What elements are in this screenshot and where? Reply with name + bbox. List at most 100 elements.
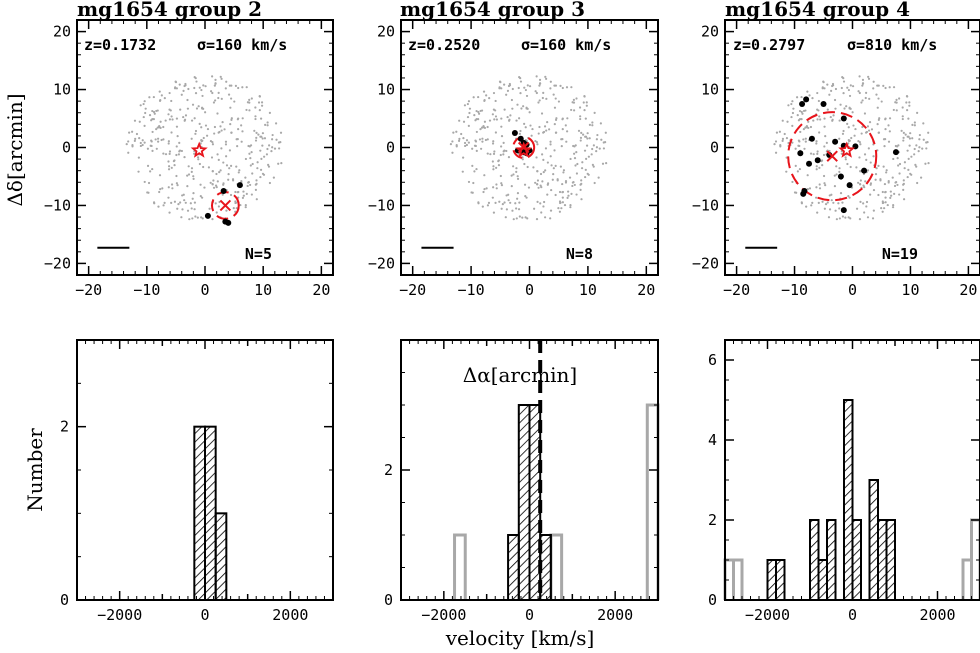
field-galaxy-point — [910, 173, 913, 176]
field-galaxy-point — [214, 202, 217, 205]
field-galaxy-point — [200, 216, 203, 219]
field-galaxy-point — [219, 75, 222, 78]
field-galaxy-point — [250, 193, 253, 196]
field-galaxy-point — [143, 180, 146, 184]
field-galaxy-point — [583, 95, 586, 98]
field-galaxy-point — [256, 161, 259, 164]
field-galaxy-point — [535, 217, 539, 221]
field-galaxy-point — [806, 90, 809, 93]
field-galaxy-point — [178, 149, 182, 152]
field-galaxy-point — [150, 144, 153, 148]
field-galaxy-point — [535, 156, 538, 159]
field-galaxy-point — [580, 182, 583, 185]
field-galaxy-point — [161, 187, 164, 190]
field-galaxy-point — [193, 76, 196, 79]
field-galaxy-point — [810, 204, 813, 207]
field-galaxy-point — [523, 86, 526, 89]
field-galaxy-point — [586, 137, 589, 140]
field-galaxy-point — [901, 106, 904, 109]
field-galaxy-point — [815, 140, 818, 143]
group-radius-circle — [512, 135, 536, 160]
field-galaxy-point — [240, 124, 243, 127]
field-galaxy-point — [869, 182, 873, 185]
field-galaxy-point — [192, 175, 195, 178]
field-galaxy-point — [204, 85, 207, 88]
field-galaxy-point — [542, 158, 545, 161]
field-galaxy-point — [525, 94, 529, 98]
field-galaxy-point — [240, 140, 243, 143]
field-galaxy-point — [255, 182, 258, 185]
member-galaxy-point — [220, 187, 227, 194]
field-galaxy-point — [557, 100, 561, 103]
field-galaxy-point — [179, 201, 182, 204]
field-galaxy-point — [512, 165, 515, 168]
field-galaxy-point — [839, 191, 843, 195]
field-galaxy-point — [558, 200, 562, 203]
field-galaxy-point — [222, 182, 225, 185]
field-galaxy-point — [515, 170, 518, 173]
field-galaxy-point — [786, 120, 789, 123]
field-galaxy-point — [186, 107, 190, 110]
field-galaxy-point — [925, 147, 928, 150]
field-galaxy-point — [824, 203, 828, 206]
field-galaxy-point — [159, 188, 162, 191]
field-galaxy-point — [921, 147, 924, 150]
field-galaxy-point — [202, 84, 205, 87]
field-galaxy-point — [891, 176, 894, 179]
field-galaxy-point — [519, 92, 522, 95]
y-tick-label: 2 — [60, 418, 69, 436]
field-galaxy-point — [487, 201, 491, 205]
field-galaxy-point — [554, 193, 557, 197]
field-galaxy-point — [572, 98, 575, 101]
field-galaxy-point — [465, 143, 469, 147]
field-galaxy-point — [918, 133, 921, 137]
x-tick-label: 10 — [254, 281, 272, 299]
y-tick-label: −10 — [368, 196, 395, 214]
field-galaxy-point — [868, 97, 871, 100]
field-galaxy-point — [585, 104, 588, 107]
field-galaxy-point — [560, 207, 563, 210]
field-galaxy-point — [865, 91, 868, 95]
field-galaxy-point — [234, 201, 237, 205]
field-galaxy-point — [815, 168, 818, 171]
field-galaxy-point — [209, 181, 212, 184]
y-tick-label: 2 — [384, 461, 393, 479]
member-galaxy-point — [797, 150, 804, 157]
field-galaxy-point — [857, 181, 860, 184]
field-galaxy-point — [590, 153, 593, 156]
field-galaxy-point — [591, 124, 594, 127]
field-galaxy-point — [853, 134, 856, 137]
field-galaxy-point — [882, 84, 885, 87]
field-galaxy-point — [170, 131, 173, 134]
field-galaxy-point — [881, 210, 884, 213]
field-galaxy-point — [184, 114, 188, 117]
x-tick-label: −20 — [75, 281, 102, 299]
field-galaxy-point — [847, 138, 850, 142]
field-galaxy-point — [595, 150, 598, 153]
field-galaxy-point — [163, 201, 166, 205]
field-galaxy-point — [587, 155, 590, 158]
field-galaxy-point — [595, 138, 598, 141]
field-galaxy-point — [818, 131, 821, 134]
field-galaxy-point — [482, 124, 485, 128]
field-galaxy-point — [171, 118, 174, 121]
field-galaxy-point — [545, 77, 548, 80]
field-galaxy-point — [211, 91, 214, 95]
field-galaxy-point — [828, 194, 831, 197]
x-tick-label: 0 — [848, 281, 857, 299]
field-galaxy-point — [255, 131, 258, 134]
field-galaxy-point — [494, 115, 498, 118]
field-galaxy-point — [922, 122, 925, 125]
field-galaxy-point — [168, 118, 172, 121]
field-galaxy-point — [505, 149, 508, 153]
field-galaxy-point — [128, 131, 131, 134]
field-galaxy-point — [847, 88, 851, 92]
field-galaxy-point — [791, 141, 794, 144]
field-galaxy-point — [131, 145, 134, 148]
field-galaxy-point — [585, 157, 588, 160]
field-galaxy-point — [802, 138, 805, 141]
field-galaxy-point — [163, 97, 166, 100]
field-galaxy-point — [486, 138, 489, 141]
field-galaxy-point — [254, 139, 258, 142]
field-galaxy-point — [224, 87, 227, 90]
